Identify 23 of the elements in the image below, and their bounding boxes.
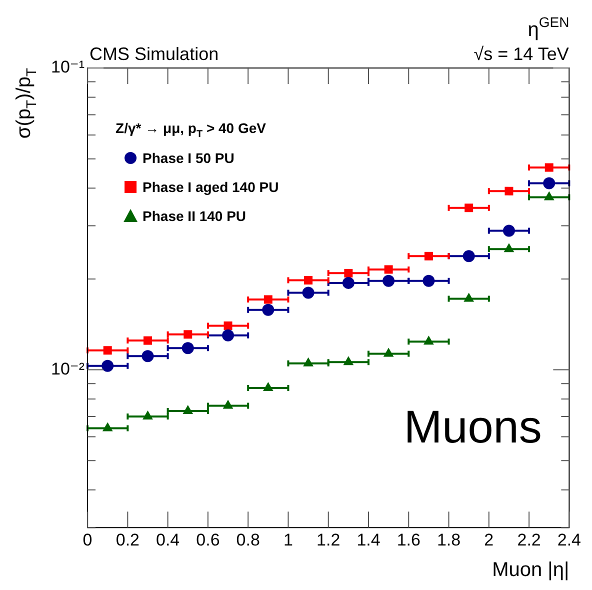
x-tick-label: 2.4 [557, 530, 582, 550]
x-tick-label: 0.8 [236, 530, 260, 550]
y-axis-title: σ(pT)/pT [13, 68, 39, 139]
legend-label: Phase II 140 PU [142, 208, 246, 224]
x-tick-label: 1.6 [396, 530, 420, 550]
annotation: Muons [404, 400, 542, 453]
x-axis-title: Muon |η| [492, 559, 570, 581]
x-tick-label: 0 [82, 530, 92, 550]
x-tick-label: 2.2 [517, 530, 541, 550]
x-tick-label: 0.2 [116, 530, 140, 550]
legend-label: Phase I aged 140 PU [142, 179, 279, 195]
x-tick-label: 0.6 [196, 530, 220, 550]
x-tick-label: 2 [484, 530, 494, 550]
y-tick-label: 10⁻² [50, 359, 85, 378]
x-tick-label: 1.2 [316, 530, 340, 550]
x-tick-label: 1.4 [356, 530, 380, 550]
text: CMS Simulation [90, 44, 219, 64]
x-tick-label: 1 [283, 530, 293, 550]
y-tick-label: 10⁻¹ [50, 58, 85, 77]
x-tick-label: 1.8 [436, 530, 461, 550]
text: √s = 14 TeV [474, 44, 569, 64]
legend-label: Phase I 50 PU [142, 150, 234, 166]
x-tick-label: 0.4 [156, 530, 180, 550]
